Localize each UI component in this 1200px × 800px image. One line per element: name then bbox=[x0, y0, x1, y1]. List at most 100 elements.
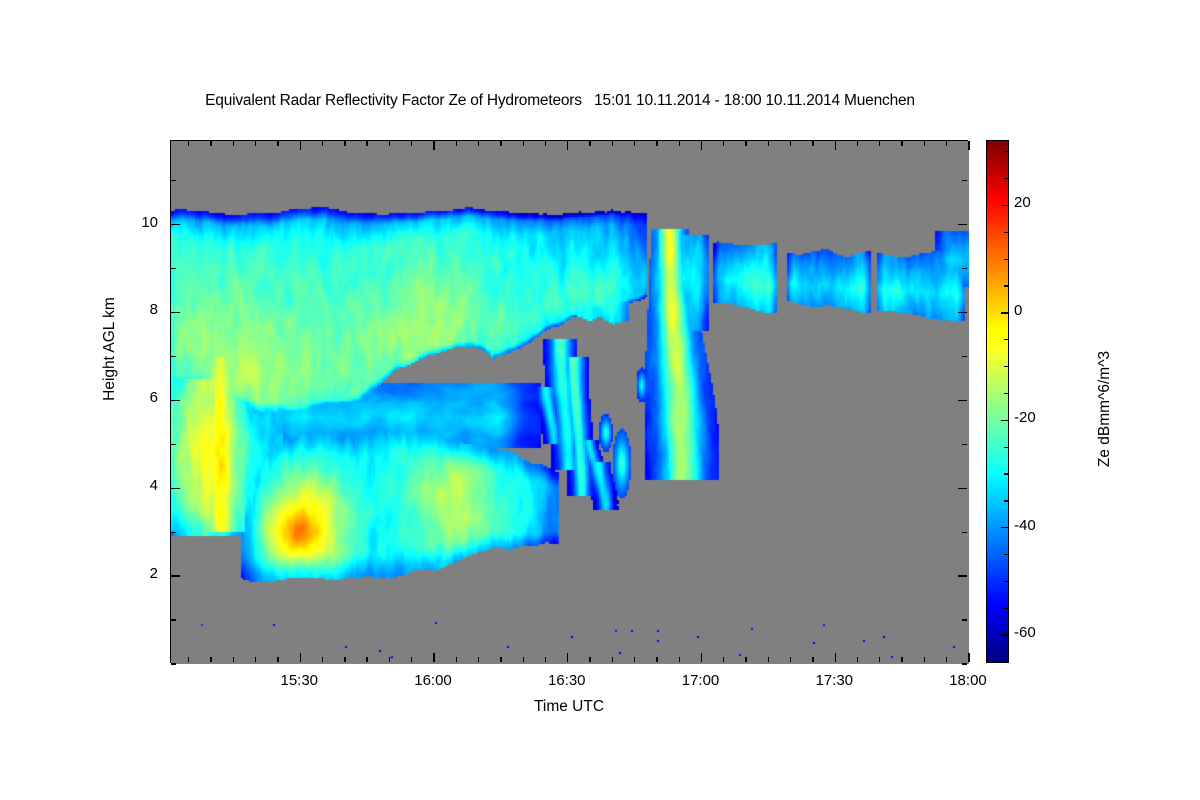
x-tick bbox=[255, 657, 257, 662]
colorbar-tick bbox=[1004, 231, 1008, 233]
x-tick bbox=[745, 141, 747, 146]
x-tick bbox=[344, 141, 346, 146]
y-tick-label: 8 bbox=[149, 301, 158, 319]
x-tick bbox=[812, 657, 814, 662]
colorbar-tick bbox=[1001, 204, 1008, 207]
x-tick bbox=[856, 141, 859, 146]
y-tick bbox=[958, 399, 967, 401]
y-tick bbox=[958, 223, 967, 226]
y-tick-label: 6 bbox=[149, 389, 158, 407]
x-tick bbox=[923, 657, 926, 662]
x-tick bbox=[366, 141, 368, 146]
colorbar-tick bbox=[1004, 285, 1008, 287]
x-tick bbox=[232, 657, 235, 662]
x-tick bbox=[611, 141, 613, 146]
x-tick-label: 18:00 bbox=[949, 672, 987, 689]
y-tick bbox=[171, 531, 176, 533]
x-tick bbox=[856, 657, 859, 662]
x-tick bbox=[455, 657, 457, 662]
colorbar-tick bbox=[1004, 392, 1008, 395]
colorbar-tick bbox=[1004, 553, 1008, 556]
x-tick bbox=[589, 141, 591, 146]
y-tick bbox=[171, 311, 180, 314]
page-title: Equivalent Radar Reflectivity Factor Ze … bbox=[205, 92, 915, 109]
y-tick bbox=[171, 355, 176, 357]
x-tick bbox=[433, 141, 435, 150]
y-tick bbox=[962, 355, 967, 357]
colorbar-tick bbox=[1001, 634, 1008, 636]
colorbar-tick-label: -60 bbox=[1014, 624, 1036, 642]
x-tick bbox=[477, 657, 480, 662]
colorbar-tick bbox=[1004, 661, 1008, 663]
x-tick bbox=[656, 657, 658, 662]
y-tick bbox=[171, 487, 180, 489]
colorbar-tick bbox=[1004, 258, 1008, 260]
x-tick bbox=[700, 653, 703, 662]
y-tick bbox=[171, 663, 176, 665]
y-tick bbox=[962, 619, 967, 621]
x-tick bbox=[946, 141, 948, 146]
x-tick bbox=[411, 141, 413, 146]
colorbar-tick bbox=[1004, 580, 1008, 583]
colorbar-tick bbox=[1004, 151, 1008, 153]
colorbar-label: Ze dBmm^6/m^3 bbox=[1096, 350, 1113, 468]
plot-area bbox=[170, 140, 970, 665]
x-tick bbox=[678, 657, 680, 662]
y-tick bbox=[962, 179, 967, 182]
x-tick bbox=[544, 141, 547, 146]
x-tick bbox=[946, 657, 948, 662]
y-tick bbox=[962, 443, 967, 445]
x-tick bbox=[968, 653, 970, 662]
y-tick bbox=[171, 223, 180, 226]
y-tick bbox=[171, 619, 176, 621]
x-tick bbox=[299, 141, 301, 150]
x-tick bbox=[745, 657, 747, 662]
x-tick-label: 17:30 bbox=[815, 672, 854, 689]
colorbar-tick-label: -20 bbox=[1014, 409, 1036, 427]
x-tick bbox=[968, 141, 970, 150]
colorbar-tick bbox=[1001, 419, 1008, 421]
radar-heatmap bbox=[171, 141, 969, 664]
x-tick bbox=[188, 141, 190, 146]
colorbar-tick bbox=[1001, 527, 1008, 529]
y-tick bbox=[958, 487, 967, 489]
x-tick bbox=[210, 141, 212, 146]
x-tick bbox=[321, 141, 324, 146]
x-tick bbox=[522, 657, 524, 662]
y-tick bbox=[962, 267, 967, 270]
y-tick bbox=[171, 267, 176, 270]
x-tick bbox=[388, 141, 391, 146]
y-tick bbox=[958, 311, 967, 314]
x-tick bbox=[678, 141, 680, 146]
y-tick-label: 2 bbox=[149, 565, 158, 583]
x-tick bbox=[767, 657, 770, 662]
x-tick bbox=[321, 657, 324, 662]
colorbar-tick bbox=[1004, 339, 1008, 341]
x-tick bbox=[210, 657, 212, 662]
colorbar-tick bbox=[1001, 312, 1008, 314]
x-tick-label: 16:30 bbox=[547, 672, 586, 689]
x-tick bbox=[790, 141, 792, 146]
x-axis-label: Time UTC bbox=[533, 698, 605, 715]
y-tick bbox=[962, 663, 967, 665]
x-tick-label: 17:00 bbox=[681, 672, 720, 689]
colorbar-tick bbox=[1004, 177, 1008, 180]
x-tick bbox=[611, 657, 613, 662]
x-tick bbox=[500, 657, 502, 662]
x-tick bbox=[834, 141, 836, 150]
x-tick bbox=[544, 657, 547, 662]
x-tick bbox=[277, 141, 279, 146]
y-tick bbox=[171, 575, 180, 577]
y-tick bbox=[171, 443, 176, 445]
x-tick bbox=[633, 657, 636, 662]
x-tick-label: 15:30 bbox=[280, 672, 319, 689]
x-tick bbox=[923, 141, 926, 146]
x-tick bbox=[879, 141, 881, 146]
colorbar-tick-label: 0 bbox=[1014, 301, 1023, 319]
x-tick bbox=[232, 141, 235, 146]
x-tick-label: 16:00 bbox=[414, 672, 452, 689]
x-tick bbox=[790, 657, 792, 662]
colorbar bbox=[986, 140, 1009, 663]
x-tick bbox=[700, 141, 703, 150]
x-tick bbox=[901, 141, 903, 146]
